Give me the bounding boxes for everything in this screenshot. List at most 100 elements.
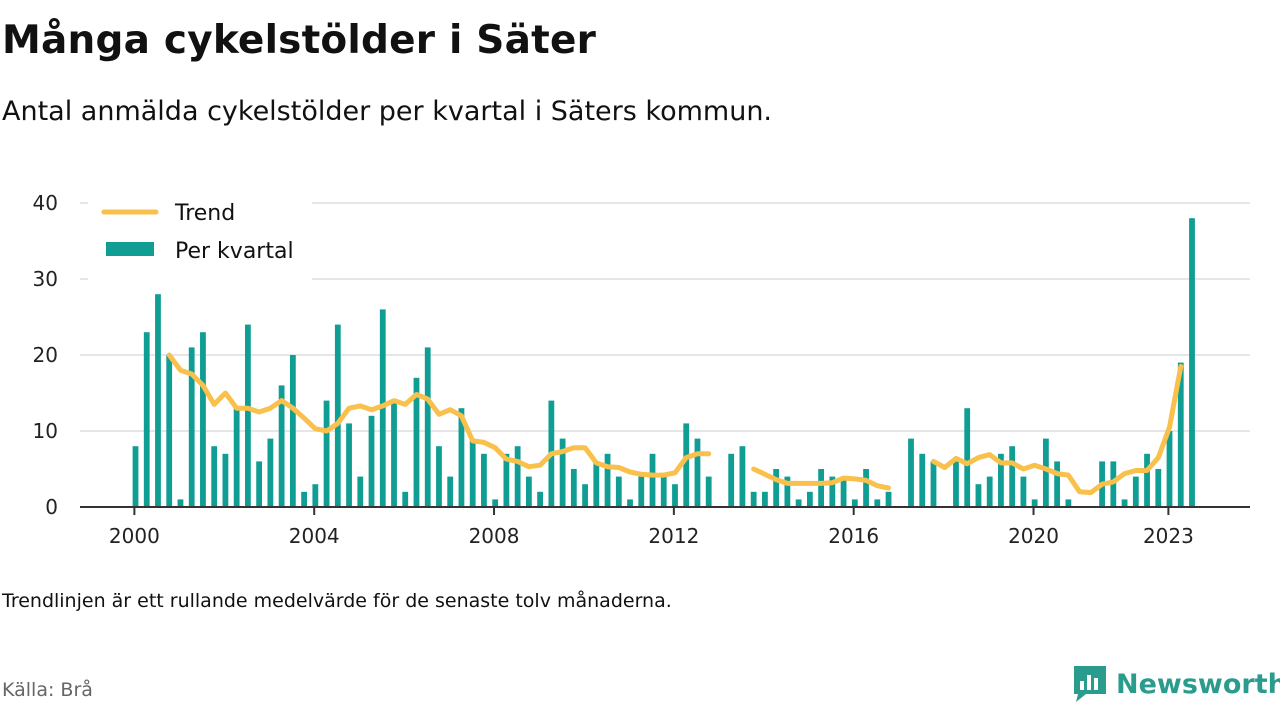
bar: [964, 408, 971, 507]
bar: [795, 499, 802, 507]
x-tick-label: 2008: [469, 524, 520, 548]
bar: [919, 453, 926, 507]
chart-subtitle: Antal anmälda cykelstölder per kvartal i…: [2, 96, 773, 127]
bar: [953, 461, 959, 507]
bar: [391, 400, 397, 507]
x-tick-label: 2004: [289, 524, 340, 548]
bar: [615, 476, 622, 507]
bar: [829, 476, 836, 507]
trend-line: [751, 466, 891, 491]
bar: [143, 332, 150, 507]
bar: [784, 476, 791, 507]
x-tick-label: 2016: [828, 524, 879, 548]
bar: [211, 446, 218, 507]
chart: 0 10 20 30 40 2000 2004 2008 2012 2016 2020 2023 T…: [33, 191, 1250, 548]
bar: [998, 453, 1004, 507]
source-credit: Källa: Brå: [2, 679, 93, 701]
bar: [514, 446, 521, 507]
x-axis: 2000 2004 2008 2012 2016 2020 2023: [109, 507, 1194, 548]
bar-chart-speech-bubble-icon: [1074, 666, 1106, 702]
bar: [851, 499, 858, 507]
legend-bar-label: Per kvartal: [175, 239, 294, 264]
y-tick-label: 30: [33, 267, 58, 291]
bar: [627, 499, 633, 507]
bar: [155, 294, 161, 507]
bar-series: [132, 218, 1195, 507]
bar: [1166, 431, 1173, 507]
legend-bar-swatch: [106, 242, 154, 256]
bar: [188, 347, 195, 507]
bar: [739, 446, 746, 507]
bar: [402, 491, 409, 507]
y-tick-label: 0: [45, 495, 58, 519]
bar: [1020, 476, 1027, 507]
bar: [1155, 469, 1162, 507]
y-tick-label: 40: [33, 191, 58, 215]
bar: [1054, 461, 1061, 507]
bar: [818, 469, 825, 507]
bar: [1132, 476, 1139, 507]
bar: [233, 408, 240, 507]
bar: [447, 476, 454, 507]
bar: [357, 476, 364, 507]
brand-logo[interactable]: Newsworthy: [1072, 664, 1280, 704]
bar: [593, 461, 600, 507]
bar: [660, 476, 667, 507]
bar: [649, 453, 656, 507]
bar: [863, 469, 869, 507]
bar: [806, 491, 813, 507]
bar: [278, 385, 285, 507]
bar: [604, 453, 611, 507]
y-tick-label: 10: [33, 419, 58, 443]
bar: [1189, 218, 1195, 507]
bar: [301, 491, 307, 507]
bar: [930, 461, 937, 507]
bar: [570, 469, 577, 507]
bar: [672, 484, 678, 507]
x-tick-label: 2000: [109, 524, 160, 548]
bar: [582, 484, 588, 507]
bar: [334, 324, 341, 507]
bar: [975, 484, 982, 507]
y-axis: 0 10 20 30 40: [33, 191, 58, 519]
bar: [638, 476, 645, 507]
bar: [244, 324, 251, 507]
bar: [177, 499, 184, 507]
bar: [413, 377, 420, 507]
bar: [1042, 438, 1049, 507]
chart-title: Många cykelstölder i Säter: [2, 18, 597, 63]
bar: [1177, 362, 1184, 507]
bar: [1009, 446, 1016, 507]
bar: [773, 469, 780, 507]
bar: [256, 461, 263, 507]
bar: [1065, 499, 1072, 507]
bar: [525, 476, 532, 507]
bar: [908, 438, 914, 507]
bar: [132, 446, 139, 507]
bar: [368, 415, 375, 507]
bar: [424, 347, 431, 507]
bar: [323, 400, 330, 507]
bar: [222, 453, 229, 507]
bar: [694, 438, 701, 507]
bar: [1031, 499, 1038, 507]
bar: [705, 476, 712, 507]
bar: [481, 453, 487, 507]
trend-series: [166, 352, 1184, 496]
trend-line: [931, 363, 1184, 496]
bar: [1121, 499, 1128, 507]
bar: [503, 453, 510, 507]
bar: [683, 423, 690, 507]
bar: [559, 438, 566, 507]
bar: [885, 491, 892, 507]
bar: [1144, 453, 1150, 507]
bar: [874, 499, 881, 507]
bar: [840, 476, 847, 507]
bar: [289, 355, 296, 507]
bar: [537, 491, 544, 507]
bar: [492, 499, 499, 507]
footnote: Trendlinjen är ett rullande medelvärde f…: [2, 590, 672, 612]
x-tick-label: 2012: [648, 524, 699, 548]
y-tick-label: 20: [33, 343, 58, 367]
bar: [312, 484, 319, 507]
